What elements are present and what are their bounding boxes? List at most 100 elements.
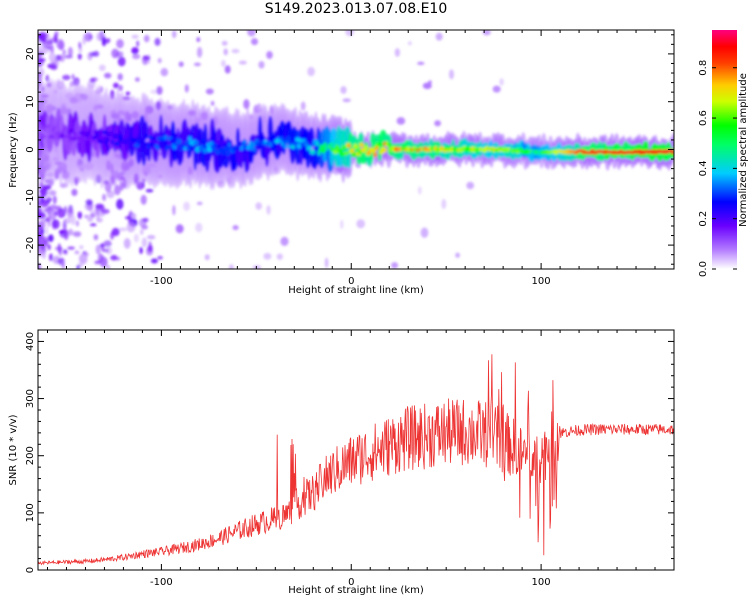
colorbar-gradient	[712, 30, 737, 269]
heatmap-noise-cell	[154, 37, 161, 46]
snr-xlabel: Height of straight line (km)	[288, 585, 424, 596]
heatmap-core-cell	[184, 140, 189, 146]
heatmap-noise-cell	[455, 252, 460, 258]
heatmap-noise-cell	[258, 61, 265, 69]
heatmap-noise-cell	[141, 237, 148, 248]
heatmap-noise-cell	[300, 101, 306, 111]
heatmap-noise-cell	[408, 41, 412, 46]
colorbar-ticks: 0.0 0.2 0.4 0.6 0.8	[698, 60, 737, 277]
snr-ylabel: SNR (10 * v/v)	[8, 414, 19, 485]
heatmap-noise-cell	[106, 38, 111, 43]
snr-plot-area	[38, 354, 674, 566]
heatmap-noise-cell	[441, 198, 447, 210]
heatmap-noise-cell	[492, 85, 501, 93]
heatmap-noise-cell	[224, 65, 231, 74]
heatmap-noise-cell	[63, 250, 68, 255]
heatmap-noise-cell	[247, 30, 256, 37]
heatmap-core-cell	[339, 151, 345, 157]
heatmap-core-cell	[227, 142, 231, 148]
heatmap-core-cell	[50, 130, 54, 135]
heatmap-core-cell	[151, 136, 156, 141]
heatmap-core-cell	[187, 136, 192, 142]
heatmap-core-cell	[381, 147, 387, 153]
heatmap-noise-cell	[307, 66, 315, 77]
heatmap-noise-cell	[59, 54, 66, 63]
heatmap-noise-cell	[96, 209, 100, 220]
heatmap-core-cell	[670, 151, 674, 155]
heatmap-noise-cell	[104, 72, 112, 79]
heatmap-core-cell	[132, 138, 139, 142]
heatmap-core-cell	[158, 143, 164, 149]
spectrogram-heatmap	[38, 30, 674, 269]
heatmap-core-cell	[156, 136, 163, 142]
heatmap-noise-cell	[98, 64, 106, 72]
heatmap-core-cell	[199, 144, 205, 150]
heatmap-noise-cell	[71, 188, 78, 196]
heatmap-noise-cell	[67, 246, 75, 250]
heatmap-core-cell	[273, 143, 277, 148]
heatmap-noise-cell	[89, 212, 96, 218]
heatmap-core-cell	[176, 139, 182, 145]
heatmap-core-cell	[63, 125, 67, 130]
heatmap-core-cell	[202, 148, 209, 154]
heatmap-noise-cell	[140, 194, 147, 205]
heatmap-core-cell	[223, 146, 230, 152]
heatmap-noise-cell	[232, 225, 239, 231]
heatmap-noise-cell	[135, 77, 140, 82]
heatmap-core-cell	[108, 130, 114, 136]
heatmap-core-cell	[110, 139, 114, 145]
heatmap-core-cell	[257, 144, 262, 149]
heatmap-core-cell	[166, 145, 171, 150]
heatmap-core-cell	[113, 133, 118, 139]
heatmap-core-cell	[363, 145, 369, 151]
x-tick-label: 100	[532, 276, 551, 287]
heatmap-core-cell	[174, 142, 178, 147]
heatmap-core-cell	[321, 148, 326, 154]
heatmap-noise-cell	[93, 234, 99, 241]
heatmap-core-cell	[292, 142, 297, 147]
heatmap-core-cell	[296, 143, 302, 149]
heatmap-noise-cell	[434, 120, 441, 127]
heatmap-noise-cell	[147, 235, 156, 240]
heatmap-noise-cell	[193, 62, 201, 67]
spectrogram-ylabel: Frequency (Hz)	[8, 112, 19, 188]
heatmap-noise-cell	[160, 68, 169, 77]
heatmap-noise-cell	[84, 32, 93, 42]
heatmap-noise-cell	[54, 30, 59, 37]
heatmap-noise-cell	[156, 86, 163, 95]
heatmap-noise-cell	[38, 236, 45, 244]
heatmap-noise-cell	[76, 265, 80, 269]
heatmap-noise-cell	[139, 246, 143, 255]
heatmap-noise-cell	[184, 84, 189, 93]
heatmap-noise-cell	[133, 233, 139, 243]
y-tick-label: 0	[25, 146, 36, 152]
heatmap-noise-cell	[142, 217, 149, 223]
heatmap-noise-cell	[183, 201, 191, 211]
heatmap-noise-cell	[45, 209, 52, 214]
heatmap-core-cell	[38, 123, 42, 129]
heatmap-noise-cell	[251, 38, 258, 46]
heatmap-noise-cell	[110, 231, 115, 240]
heatmap-noise-cell	[147, 244, 153, 252]
heatmap-core-cell	[278, 136, 284, 141]
heatmap-noise-cell	[204, 254, 210, 261]
heatmap-noise-cell	[38, 76, 44, 81]
heatmap-noise-cell	[342, 98, 351, 103]
heatmap-noise-cell	[172, 205, 176, 216]
heatmap-core-cell	[46, 124, 51, 129]
heatmap-noise-cell	[238, 60, 247, 65]
heatmap-noise-cell	[223, 48, 228, 56]
heatmap-noise-cell	[50, 64, 58, 71]
heatmap-core-cell	[59, 133, 65, 139]
heatmap-noise-cell	[340, 219, 344, 229]
heatmap-noise-cell	[266, 51, 273, 59]
heatmap-noise-cell	[79, 245, 84, 250]
heatmap-core-cell	[48, 135, 52, 140]
heatmap-noise-cell	[102, 193, 107, 201]
heatmap-core-cell	[351, 152, 357, 158]
heatmap-core-cell	[215, 149, 220, 155]
heatmap-noise-cell	[101, 36, 107, 47]
heatmap-noise-cell	[111, 48, 119, 59]
heatmap-noise-cell	[40, 186, 48, 197]
